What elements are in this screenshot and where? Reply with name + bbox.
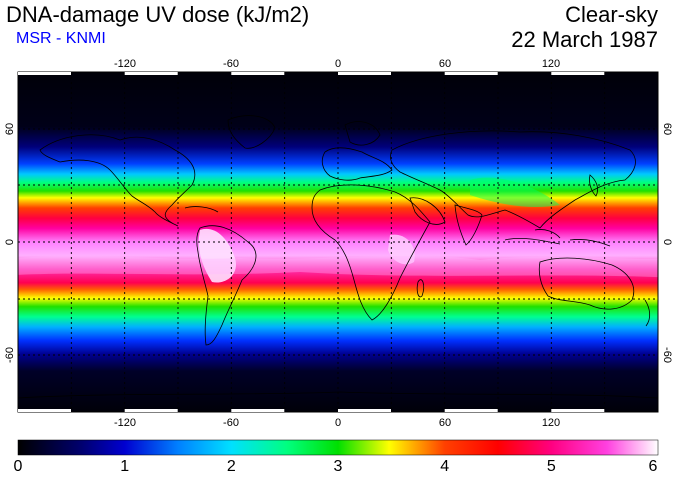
lon-tick-bottom: -120 — [114, 417, 136, 429]
colorbar-label: 3 — [333, 458, 343, 475]
lon-tick-bottom: 60 — [439, 417, 451, 429]
lon-tick-bottom: -60 — [223, 417, 239, 429]
colorbar-label: 1 — [120, 458, 130, 475]
lon-tick-top: 60 — [439, 58, 451, 70]
lat-tick-left: 0 — [4, 239, 16, 245]
lon-tick-bottom: 120 — [542, 417, 560, 429]
lon-tick-top: 0 — [335, 58, 341, 70]
graticule — [18, 72, 658, 412]
colorbar-label: 5 — [546, 458, 556, 475]
date-label: 22 March 1987 — [511, 27, 658, 52]
frame-ticks — [18, 72, 605, 412]
lat-tick-right: 0 — [661, 239, 673, 245]
lat-tick-left: -60 — [4, 347, 16, 363]
colorbar-label: 0 — [13, 458, 23, 475]
data-source-label: MSR - KNMI — [16, 30, 106, 47]
lon-tick-top: 120 — [542, 58, 560, 70]
sky-condition-label: Clear-sky — [565, 2, 658, 27]
lon-tick-top: -120 — [114, 58, 136, 70]
coastlines — [18, 115, 658, 399]
lon-tick-bottom: 0 — [335, 417, 341, 429]
chart-title: DNA-damage UV dose (kJ/m2) — [6, 2, 310, 27]
continent-overlays — [18, 177, 658, 283]
colorbar-label: 6 — [648, 458, 658, 475]
colorbar-label: 4 — [440, 458, 450, 475]
colorbar — [17, 439, 659, 456]
lat-tick-right: 60 — [661, 123, 673, 135]
lon-tick-top: -60 — [223, 58, 239, 70]
colorbar-label: 2 — [226, 458, 236, 475]
lat-tick-left: 60 — [4, 123, 16, 135]
lat-tick-right: -60 — [661, 347, 673, 363]
